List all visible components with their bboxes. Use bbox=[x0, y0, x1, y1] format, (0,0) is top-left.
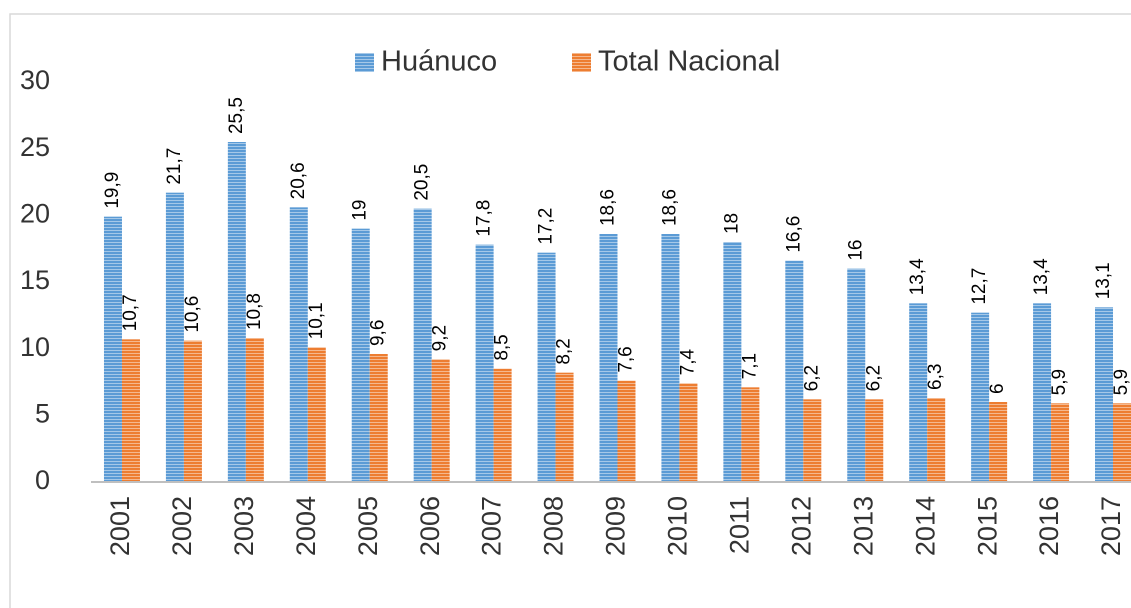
value-label: 6,3 bbox=[925, 364, 946, 390]
bar bbox=[741, 387, 760, 482]
value-label: 6,2 bbox=[863, 365, 884, 391]
bar bbox=[989, 402, 1008, 482]
y-tick-label: 5 bbox=[35, 398, 50, 428]
frame bbox=[9, 13, 1131, 608]
value-label: 7,6 bbox=[616, 346, 637, 372]
value-label: 12,7 bbox=[969, 268, 990, 305]
bar bbox=[679, 383, 698, 482]
value-label: 6,2 bbox=[801, 365, 822, 391]
x-tick-label: 2003 bbox=[229, 496, 259, 556]
bar bbox=[183, 340, 202, 482]
value-label: 9,6 bbox=[368, 320, 389, 346]
bar bbox=[1033, 303, 1052, 482]
value-label: 20,5 bbox=[412, 164, 433, 201]
bar bbox=[413, 208, 432, 482]
bar bbox=[785, 260, 804, 482]
x-tick-label: 2006 bbox=[415, 496, 445, 556]
x-tick-label: 2017 bbox=[1096, 496, 1126, 556]
x-tick-label: 2001 bbox=[105, 496, 135, 556]
bar bbox=[661, 234, 680, 482]
bar bbox=[723, 242, 742, 482]
bar bbox=[475, 244, 494, 482]
x-tick-label: 2016 bbox=[1034, 496, 1064, 556]
bar bbox=[103, 216, 122, 482]
bar bbox=[351, 228, 370, 482]
value-label: 5,9 bbox=[1111, 369, 1131, 395]
value-label: 21,7 bbox=[164, 148, 185, 185]
bar bbox=[369, 354, 388, 482]
bar bbox=[803, 399, 822, 482]
value-label: 18,6 bbox=[598, 189, 619, 226]
bar bbox=[289, 207, 308, 483]
bar bbox=[227, 142, 246, 482]
bar bbox=[537, 252, 556, 482]
value-label: 18,6 bbox=[659, 189, 680, 226]
value-label: 17,8 bbox=[474, 200, 495, 237]
value-label: 10,7 bbox=[120, 294, 141, 331]
x-tick-label: 2008 bbox=[539, 496, 569, 556]
bar bbox=[617, 380, 636, 482]
value-label: 16 bbox=[845, 240, 866, 261]
bar bbox=[971, 312, 990, 482]
bar bbox=[165, 192, 184, 482]
bar bbox=[1051, 403, 1070, 482]
x-tick-label: 2004 bbox=[291, 496, 321, 556]
value-label: 6 bbox=[987, 383, 1008, 394]
value-label: 25,5 bbox=[226, 97, 247, 134]
value-label: 7,4 bbox=[677, 348, 698, 375]
value-label: 19 bbox=[350, 200, 371, 221]
legend-label: Huánuco bbox=[381, 46, 497, 78]
bar bbox=[307, 347, 326, 482]
value-label: 16,6 bbox=[783, 216, 804, 253]
value-label: 10,8 bbox=[244, 293, 265, 330]
x-tick-label: 2005 bbox=[353, 496, 383, 556]
value-label: 5,9 bbox=[1049, 369, 1070, 395]
y-tick-label: 20 bbox=[20, 198, 50, 228]
value-label: 10,1 bbox=[306, 302, 327, 339]
x-tick-label: 2011 bbox=[724, 496, 754, 554]
bar bbox=[431, 359, 450, 482]
bar bbox=[599, 234, 618, 482]
bar bbox=[865, 399, 884, 482]
value-label: 20,6 bbox=[288, 162, 309, 199]
x-tick-label: 2007 bbox=[477, 496, 507, 556]
value-label: 10,6 bbox=[182, 296, 203, 333]
bar bbox=[245, 338, 264, 482]
x-tick-label: 2015 bbox=[972, 496, 1002, 556]
value-label: 8,2 bbox=[554, 338, 575, 364]
x-tick-label: 2009 bbox=[601, 496, 631, 556]
bar bbox=[555, 372, 574, 482]
bar bbox=[121, 339, 140, 482]
value-label: 13,1 bbox=[1093, 262, 1114, 299]
value-label: 19,9 bbox=[102, 172, 123, 209]
y-tick-label: 15 bbox=[20, 265, 50, 295]
x-tick-label: 2002 bbox=[167, 496, 197, 556]
legend-swatch bbox=[572, 53, 591, 72]
x-tick-label: 2014 bbox=[910, 496, 940, 556]
value-label: 9,2 bbox=[430, 325, 451, 351]
value-label: 13,4 bbox=[907, 258, 928, 295]
bar bbox=[1095, 307, 1114, 482]
x-tick-label: 2010 bbox=[663, 496, 693, 556]
legend-swatch bbox=[355, 53, 374, 72]
y-tick-label: 10 bbox=[20, 332, 50, 362]
x-tick-label: 2012 bbox=[786, 496, 816, 556]
value-label: 7,1 bbox=[739, 353, 760, 379]
legend-label: Total Nacional bbox=[598, 46, 780, 78]
value-label: 8,5 bbox=[492, 334, 513, 360]
bar bbox=[909, 303, 928, 482]
bar bbox=[927, 398, 946, 482]
bar bbox=[493, 368, 512, 482]
value-label: 13,4 bbox=[1031, 258, 1052, 295]
y-tick-label: 25 bbox=[20, 132, 50, 162]
x-tick-label: 2013 bbox=[848, 496, 878, 556]
y-tick-label: 0 bbox=[35, 465, 50, 495]
value-label: 17,2 bbox=[536, 208, 557, 245]
y-tick-label: 30 bbox=[20, 65, 50, 95]
bar bbox=[847, 268, 866, 482]
value-label: 18 bbox=[721, 213, 742, 234]
bar bbox=[1113, 403, 1131, 482]
